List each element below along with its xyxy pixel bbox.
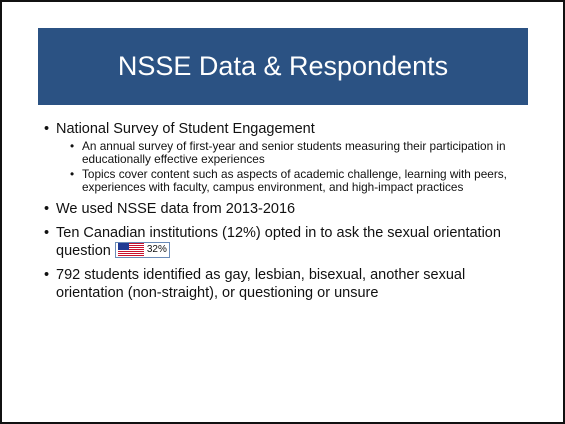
bullet-text: 792 students identified as gay, lesbian,… [56,267,466,301]
sub-bullet: An annual survey of first-year and senio… [70,140,514,166]
bullet-text: National Survey of Student Engagement [56,121,315,137]
bullet: Ten Canadian institutions (12%) opted in… [44,224,514,260]
bullet-list: National Survey of Student Engagement An … [44,114,514,302]
bullet: 792 students identified as gay, lesbian,… [44,266,514,302]
sub-bullet: Topics cover content such as aspects of … [70,168,514,194]
flag-icon [117,243,144,256]
bullet-text: We used NSSE data from 2013-2016 [56,201,296,217]
stat-badge: 32% [114,242,170,258]
bullet: National Survey of Student Engagement [44,120,514,138]
bullet-text: Ten Canadian institutions (12%) opted in… [56,225,501,259]
badge-text: 32% [146,244,167,255]
bullet: We used NSSE data from 2013-2016 [44,200,514,218]
header: NSSE Data & Respondents [38,28,528,105]
slide-title: NSSE Data & Respondents [117,51,449,81]
